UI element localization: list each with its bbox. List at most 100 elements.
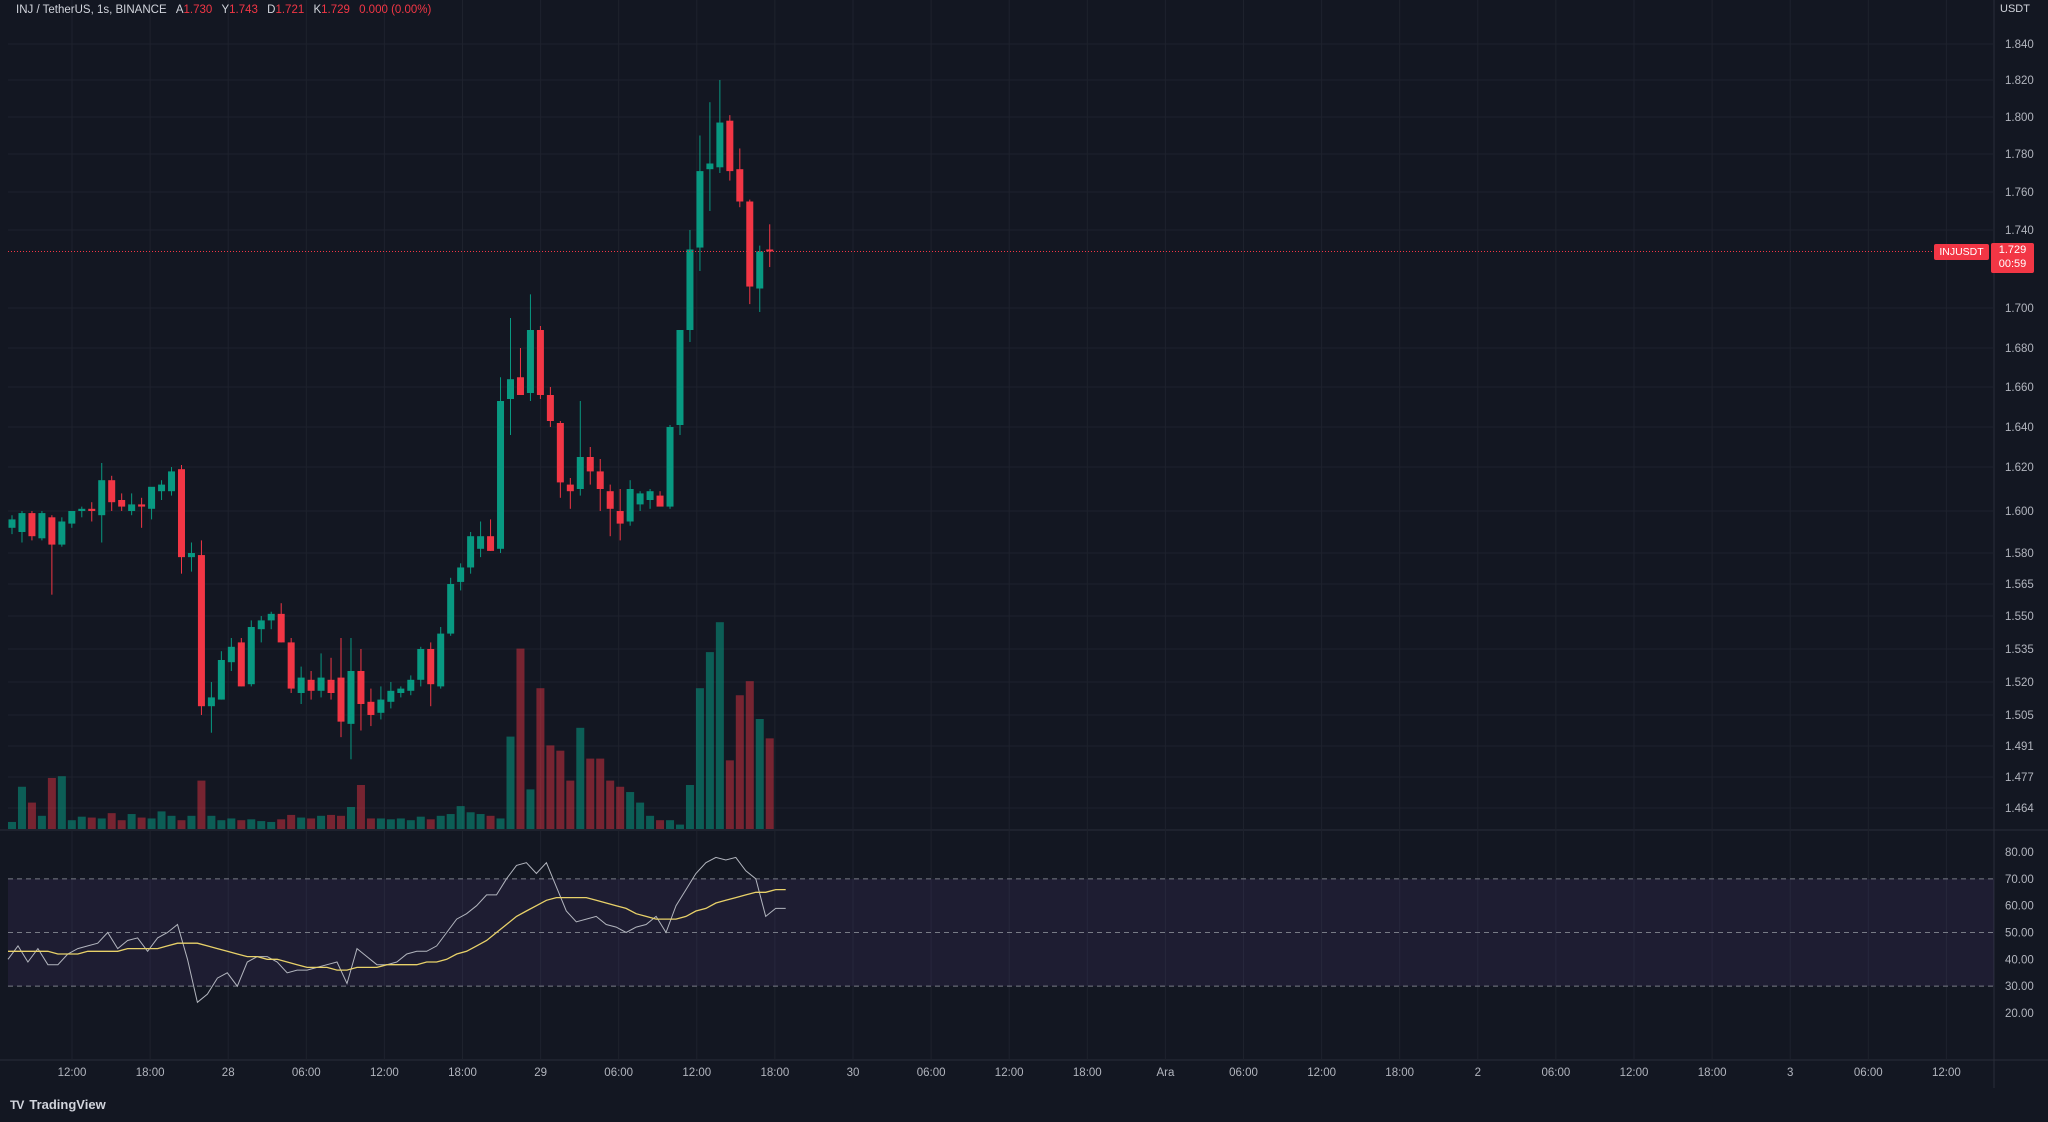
time-tick-label: 12:00 — [1620, 1067, 1649, 1079]
candle — [187, 553, 195, 558]
price-tick-label: 1.550 — [2005, 611, 2034, 623]
time-tick-label: 06:00 — [1854, 1067, 1883, 1079]
volume-bar — [287, 814, 296, 829]
price-tick-label: 1.640 — [2005, 422, 2034, 434]
candle — [237, 642, 245, 687]
candle — [367, 701, 375, 715]
tradingview-brand[interactable]: TV TradingView — [10, 1097, 106, 1112]
candle — [407, 679, 415, 691]
volume-bar — [366, 818, 375, 829]
candle — [58, 521, 66, 545]
candle — [108, 480, 116, 503]
candle — [88, 508, 96, 511]
volume-bar — [197, 780, 206, 829]
rsi-tick-label: 30.00 — [2005, 981, 2034, 993]
volume-bar — [267, 821, 276, 829]
volume-bar — [167, 815, 176, 829]
candle — [616, 511, 624, 524]
volume-bar — [705, 652, 714, 829]
candle — [28, 513, 36, 537]
candle — [217, 660, 225, 700]
candle — [447, 584, 455, 634]
candle — [347, 671, 355, 724]
candle — [68, 511, 76, 524]
volume-bar — [666, 820, 675, 829]
candle — [457, 567, 465, 582]
time-tick-label: 12:00 — [682, 1067, 711, 1079]
volume-bar — [396, 818, 405, 829]
candle — [327, 679, 335, 693]
volume-bar — [416, 816, 425, 829]
rsi-tick-label: 50.00 — [2005, 928, 2034, 940]
candle — [158, 484, 166, 492]
candle — [317, 677, 325, 691]
time-tick-label: 3 — [1787, 1067, 1793, 1079]
candle — [227, 646, 235, 663]
rsi-tick-label: 20.00 — [2005, 1008, 2034, 1020]
candle — [168, 471, 176, 492]
open-key: A — [175, 4, 184, 16]
candle — [267, 613, 275, 621]
candle — [357, 671, 365, 704]
volume-bar — [227, 818, 236, 829]
candle — [497, 401, 505, 549]
candle — [18, 513, 26, 532]
grid-lines — [8, 0, 1994, 1060]
rsi-ma-line — [8, 888, 786, 971]
open-value: 1.730 — [183, 4, 213, 16]
time-tick-label: 2 — [1475, 1067, 1481, 1079]
candle — [716, 122, 724, 168]
candle — [78, 508, 86, 511]
time-tick-label: 18:00 — [1073, 1067, 1102, 1079]
candle — [706, 163, 714, 170]
price-tick-label: 1.680 — [2005, 343, 2034, 355]
price-tick-label: 1.520 — [2005, 677, 2034, 689]
volume-bar — [755, 719, 764, 829]
volume-bar — [765, 738, 774, 829]
candle — [377, 699, 385, 713]
volume-bar — [536, 688, 545, 829]
volume-bar — [237, 820, 246, 829]
volume-bar — [8, 821, 16, 829]
price-tick-label: 1.505 — [2005, 710, 2034, 722]
volume-bar — [576, 727, 585, 829]
volume-bar — [406, 820, 415, 829]
ohlc-legend: INJ / TetherUS, 1s, BINANCE A1.730 Y1.74… — [16, 4, 431, 16]
candle — [526, 330, 534, 393]
price-unit-label: USDT — [2000, 3, 2030, 15]
volume-bar — [685, 785, 694, 829]
volume-bar — [436, 815, 445, 829]
volume-bar — [67, 820, 76, 829]
symbol-title[interactable]: INJ / TetherUS, 1s, BINANCE — [16, 4, 167, 16]
volume-bar — [307, 818, 316, 829]
candle — [417, 649, 425, 680]
volume-bar — [217, 820, 226, 829]
price-tick-label: 1.565 — [2005, 579, 2034, 591]
candle — [606, 491, 614, 509]
close-value: 1.729 — [321, 4, 350, 16]
price-tick-label: 1.620 — [2005, 462, 2034, 474]
time-tick-label: 06:00 — [604, 1067, 633, 1079]
time-tick-label: 06:00 — [917, 1067, 946, 1079]
volume-bar — [636, 802, 645, 829]
candle — [177, 469, 185, 558]
price-tick-label: 1.600 — [2005, 506, 2034, 518]
candle — [427, 649, 435, 685]
candle — [596, 471, 604, 489]
volume-bar — [626, 792, 635, 829]
candle — [337, 677, 345, 722]
volume-bar — [606, 780, 615, 829]
candle — [556, 423, 564, 483]
volume-bar — [97, 818, 106, 829]
volume-bar — [586, 758, 595, 829]
volume-bar — [546, 745, 555, 829]
candle — [257, 620, 265, 630]
candle — [696, 171, 704, 248]
rsi-tick-label: 80.00 — [2005, 847, 2034, 859]
volume-bar — [656, 820, 665, 829]
volume-bar — [695, 688, 704, 829]
volume-bars — [8, 622, 774, 829]
volume-bar — [77, 816, 86, 829]
rsi-tick-label: 70.00 — [2005, 874, 2034, 886]
